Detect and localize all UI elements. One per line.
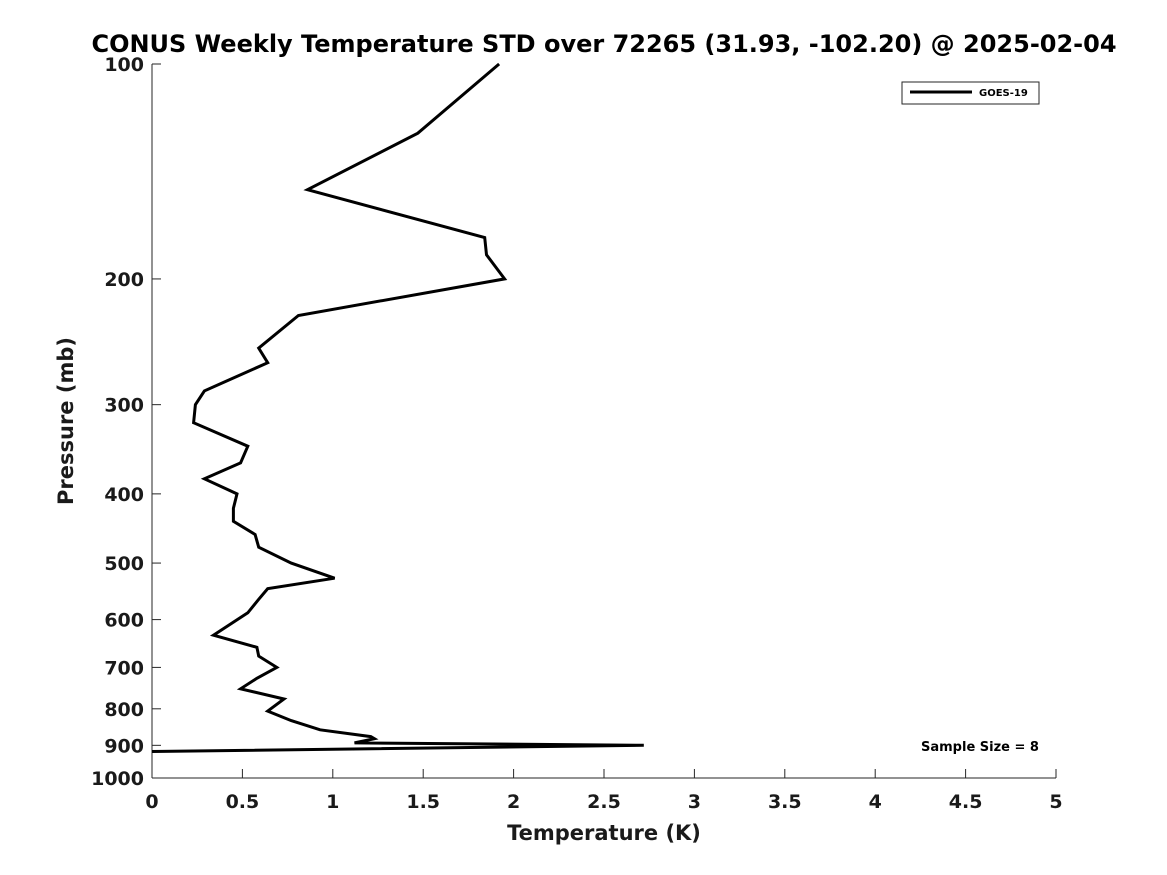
x-tick-label: 3 [688,791,701,813]
x-axis-label: Temperature (K) [507,821,701,845]
x-tick-label: 1 [326,791,339,813]
y-tick-label: 500 [104,553,144,575]
x-tick-label: 1.5 [406,791,440,813]
y-tick-label: 600 [104,610,144,632]
x-tick-label: 2.5 [587,791,621,813]
chart-title: CONUS Weekly Temperature STD over 72265 … [91,30,1116,58]
series-line-goes-19 [151,62,644,753]
y-tick-label: 700 [104,657,144,679]
x-axis-ticks: 0 0.5 1 1.5 2 2.5 3 3.5 4 4.5 5 [145,769,1063,813]
y-tick-label: 900 [104,735,144,757]
x-tick-label: 0.5 [226,791,260,813]
y-tick-label: 1000 [91,768,144,790]
y-tick-label: 400 [104,484,144,506]
x-tick-label: 4 [869,791,882,813]
y-tick-label: 800 [104,699,144,721]
y-tick-label: 300 [104,395,144,417]
y-axis-label: Pressure (mb) [54,337,78,505]
y-tick-label: 200 [104,269,144,291]
legend-label-goes-19: GOES-19 [979,88,1028,99]
x-tick-label: 2 [507,791,520,813]
y-tick-label: 100 [104,54,144,76]
x-tick-label: 5 [1049,791,1062,813]
series-layer [151,62,644,753]
x-tick-label: 0 [145,791,158,813]
y-axis-ticks: 100 200 300 400 500 600 700 800 900 1000 [91,54,161,790]
x-tick-label: 3.5 [768,791,802,813]
legend: GOES-19 [901,81,1040,105]
x-tick-label: 4.5 [949,791,983,813]
sample-size-annotation: Sample Size = 8 [921,740,1039,755]
